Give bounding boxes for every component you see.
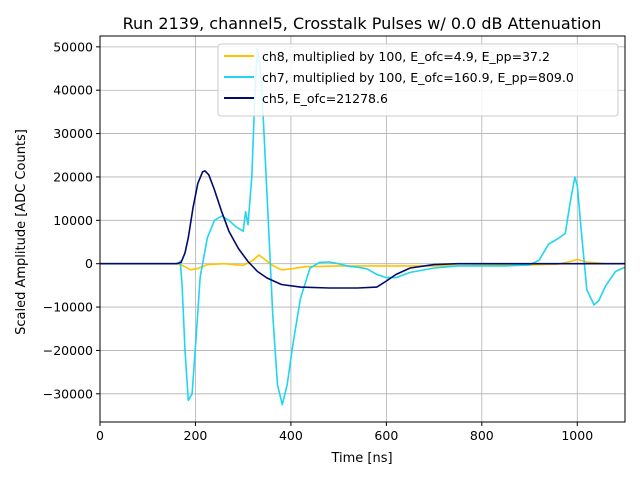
y-tick-label: 20000	[53, 169, 93, 184]
y-axis-label: Scaled Amplitude [ADC Counts]	[14, 129, 29, 335]
y-tick-label: 40000	[53, 83, 93, 98]
legend-box	[217, 43, 619, 117]
legend-entry-ch7: ch7, multiplied by 100, E_ofc=160.9, E_p…	[262, 70, 574, 85]
x-ticks: 0 200 400 600 800 1000	[96, 422, 593, 443]
plot-frame	[99, 35, 626, 423]
y-tick-label: 10000	[53, 213, 93, 228]
y-tick-label: −30000	[43, 386, 93, 401]
y-tick-label: −10000	[43, 300, 93, 315]
legend-entry-ch5: ch5, E_ofc=21278.6	[262, 91, 388, 106]
x-tick-label: 0	[96, 428, 104, 443]
series-line-1	[100, 48, 626, 406]
x-axis-label: Time [ns]	[330, 451, 392, 466]
x-tick-label: 400	[279, 428, 303, 443]
x-tick-label: 800	[470, 428, 494, 443]
x-tick-label: 600	[374, 428, 398, 443]
y-tick-label: 50000	[53, 39, 93, 54]
x-tick-label: 200	[184, 428, 208, 443]
x-tick-label: 1000	[561, 428, 593, 443]
y-tick-label: 0	[85, 256, 93, 271]
chart-title: Run 2139, channel5, Crosstalk Pulses w/ …	[123, 14, 602, 33]
y-tick-label: 30000	[53, 126, 93, 141]
axes	[99, 35, 626, 423]
y-ticks: −30000 −20000 −10000 0 10000 20000 30000 40000 5…	[43, 39, 100, 401]
y-tick-label: −20000	[43, 343, 93, 358]
legend: ch8, multiplied by 100, E_ofc=4.9, E_pp=…	[217, 43, 619, 117]
plot-lines	[100, 48, 626, 406]
legend-entry-ch8: ch8, multiplied by 100, E_ofc=4.9, E_pp=…	[262, 49, 550, 64]
series-line-2	[100, 170, 625, 289]
series-line-0	[100, 254, 625, 271]
